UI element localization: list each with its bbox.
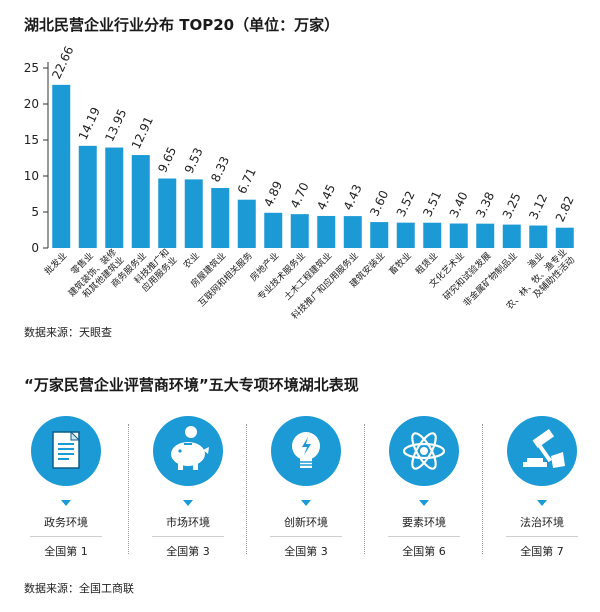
card-rank: 全国第 7	[520, 545, 564, 558]
card-law: 法治环境 全国第 7	[482, 410, 600, 560]
value-label: 3.40	[447, 190, 471, 220]
y-tick-label: 10	[24, 169, 39, 183]
bar	[158, 178, 177, 248]
divider	[388, 536, 460, 537]
card-rank: 全国第 6	[402, 545, 446, 558]
value-label: 8.33	[208, 154, 232, 184]
separator	[482, 424, 483, 554]
divider	[152, 536, 224, 537]
bar	[449, 223, 468, 248]
bar	[529, 225, 548, 248]
bar	[264, 212, 283, 248]
y-tick-label: 25	[24, 61, 39, 75]
value-label: 3.25	[500, 191, 524, 221]
x-tick-label: 农业	[181, 250, 202, 271]
gavel-icon	[507, 416, 577, 486]
pointer-triangle	[183, 500, 193, 506]
bar	[476, 223, 495, 248]
bar	[105, 147, 124, 248]
card-name: 创新环境	[284, 516, 328, 529]
value-label: 4.70	[288, 180, 312, 210]
y-tick-label: 0	[31, 241, 39, 255]
value-label: 14.19	[76, 105, 103, 142]
bar	[184, 179, 203, 248]
value-label: 12.91	[129, 114, 156, 151]
card-name: 要素环境	[402, 516, 446, 529]
separator	[246, 424, 247, 554]
bar	[52, 84, 71, 249]
pointer-triangle	[301, 500, 311, 506]
card-name: 市场环境	[166, 516, 210, 529]
bar	[211, 188, 230, 248]
y-tick-label: 20	[24, 97, 39, 111]
divider	[30, 536, 102, 537]
card-innovation: 创新环境 全国第 3	[246, 410, 366, 560]
atom-icon	[389, 416, 459, 486]
value-label: 6.71	[235, 166, 259, 196]
x-tick-label: 畜牧业	[386, 250, 414, 278]
separator	[364, 424, 365, 554]
cards-source: 数据来源：全国工商联	[24, 582, 134, 595]
card-rank: 全国第 3	[166, 545, 210, 558]
chart-title: 湖北民营企业行业分布 TOP20（单位：万家）	[24, 16, 340, 34]
card-name: 法治环境	[520, 516, 564, 529]
pointer-triangle	[537, 500, 547, 506]
divider	[270, 536, 342, 537]
card-rank: 全国第 3	[284, 545, 328, 558]
bar	[290, 214, 309, 248]
bar	[78, 145, 97, 248]
value-label: 3.12	[526, 192, 550, 222]
bar	[502, 224, 521, 248]
bar	[423, 222, 442, 248]
value-label: 3.52	[394, 189, 418, 219]
card-government: 政务环境 全国第 1	[6, 410, 126, 560]
separator	[128, 424, 129, 554]
section-title: “万家民营企业评营商环境”五大专项环境湖北表现	[24, 376, 359, 394]
value-label: 3.60	[367, 188, 391, 218]
card-rank: 全国第 1	[44, 545, 88, 558]
pointer-triangle	[419, 500, 429, 506]
bar	[343, 216, 362, 248]
bar	[370, 222, 389, 248]
value-label: 9.53	[182, 146, 206, 176]
chart-source: 数据来源：天眼查	[24, 326, 112, 339]
bar	[396, 222, 415, 248]
value-label: 3.38	[473, 190, 497, 220]
bar	[237, 199, 256, 248]
card-market: 市场环境 全国第 3	[128, 410, 248, 560]
bar	[131, 155, 150, 248]
y-tick-label: 5	[31, 205, 39, 219]
value-label: 13.95	[102, 107, 129, 144]
card-factor: 要素环境 全国第 6	[364, 410, 484, 560]
value-label: 3.51	[420, 189, 444, 219]
x-tick-label: 租赁业	[413, 250, 441, 278]
piggy-bank-icon	[153, 416, 223, 486]
value-label: 4.89	[261, 179, 285, 209]
value-label: 22.66	[49, 44, 76, 81]
environment-cards: 政务环境 全国第 1 市场环境 全国第 3	[0, 410, 600, 560]
value-label: 4.43	[341, 182, 365, 212]
value-label: 4.45	[314, 182, 338, 212]
bar	[555, 227, 574, 248]
card-name: 政务环境	[44, 516, 88, 529]
divider	[506, 536, 578, 537]
x-tick-label: 批发业	[42, 250, 70, 278]
pointer-triangle	[61, 500, 71, 506]
value-label: 2.82	[553, 194, 577, 224]
document-icon	[31, 416, 101, 486]
y-tick-label: 15	[24, 133, 39, 147]
lightbulb-icon	[271, 416, 341, 486]
value-label: 9.65	[155, 145, 179, 175]
bar	[317, 215, 336, 248]
